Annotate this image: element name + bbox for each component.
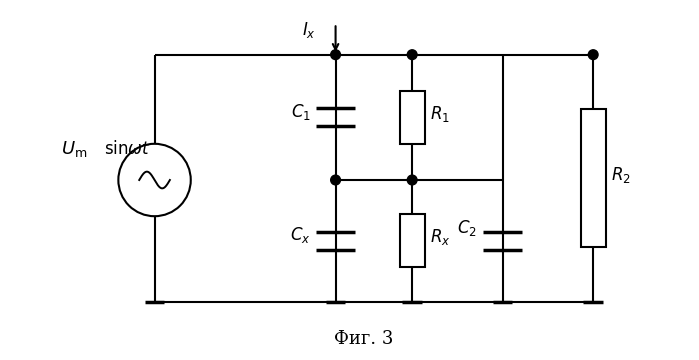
Text: Фиг. 3: Фиг. 3 [333,330,393,348]
Text: $C_2$: $C_2$ [456,219,477,238]
Text: $I_x$: $I_x$ [302,20,316,40]
Circle shape [331,175,340,185]
Text: $R_1$: $R_1$ [430,104,450,124]
Text: $U_{\mathrm{m}}$: $U_{\mathrm{m}}$ [61,139,87,159]
Bar [400,215,425,267]
Text: $\mathrm{sin}\omega t$: $\mathrm{sin}\omega t$ [104,140,151,158]
Bar [400,91,425,144]
Circle shape [331,50,340,59]
Circle shape [589,50,598,59]
Text: $R_2$: $R_2$ [611,165,631,185]
Bar [581,109,606,247]
Text: $C_x$: $C_x$ [291,225,311,246]
Circle shape [408,50,417,59]
Text: $C_1$: $C_1$ [291,102,311,122]
Circle shape [408,175,417,185]
Text: $R_x$: $R_x$ [430,228,450,247]
